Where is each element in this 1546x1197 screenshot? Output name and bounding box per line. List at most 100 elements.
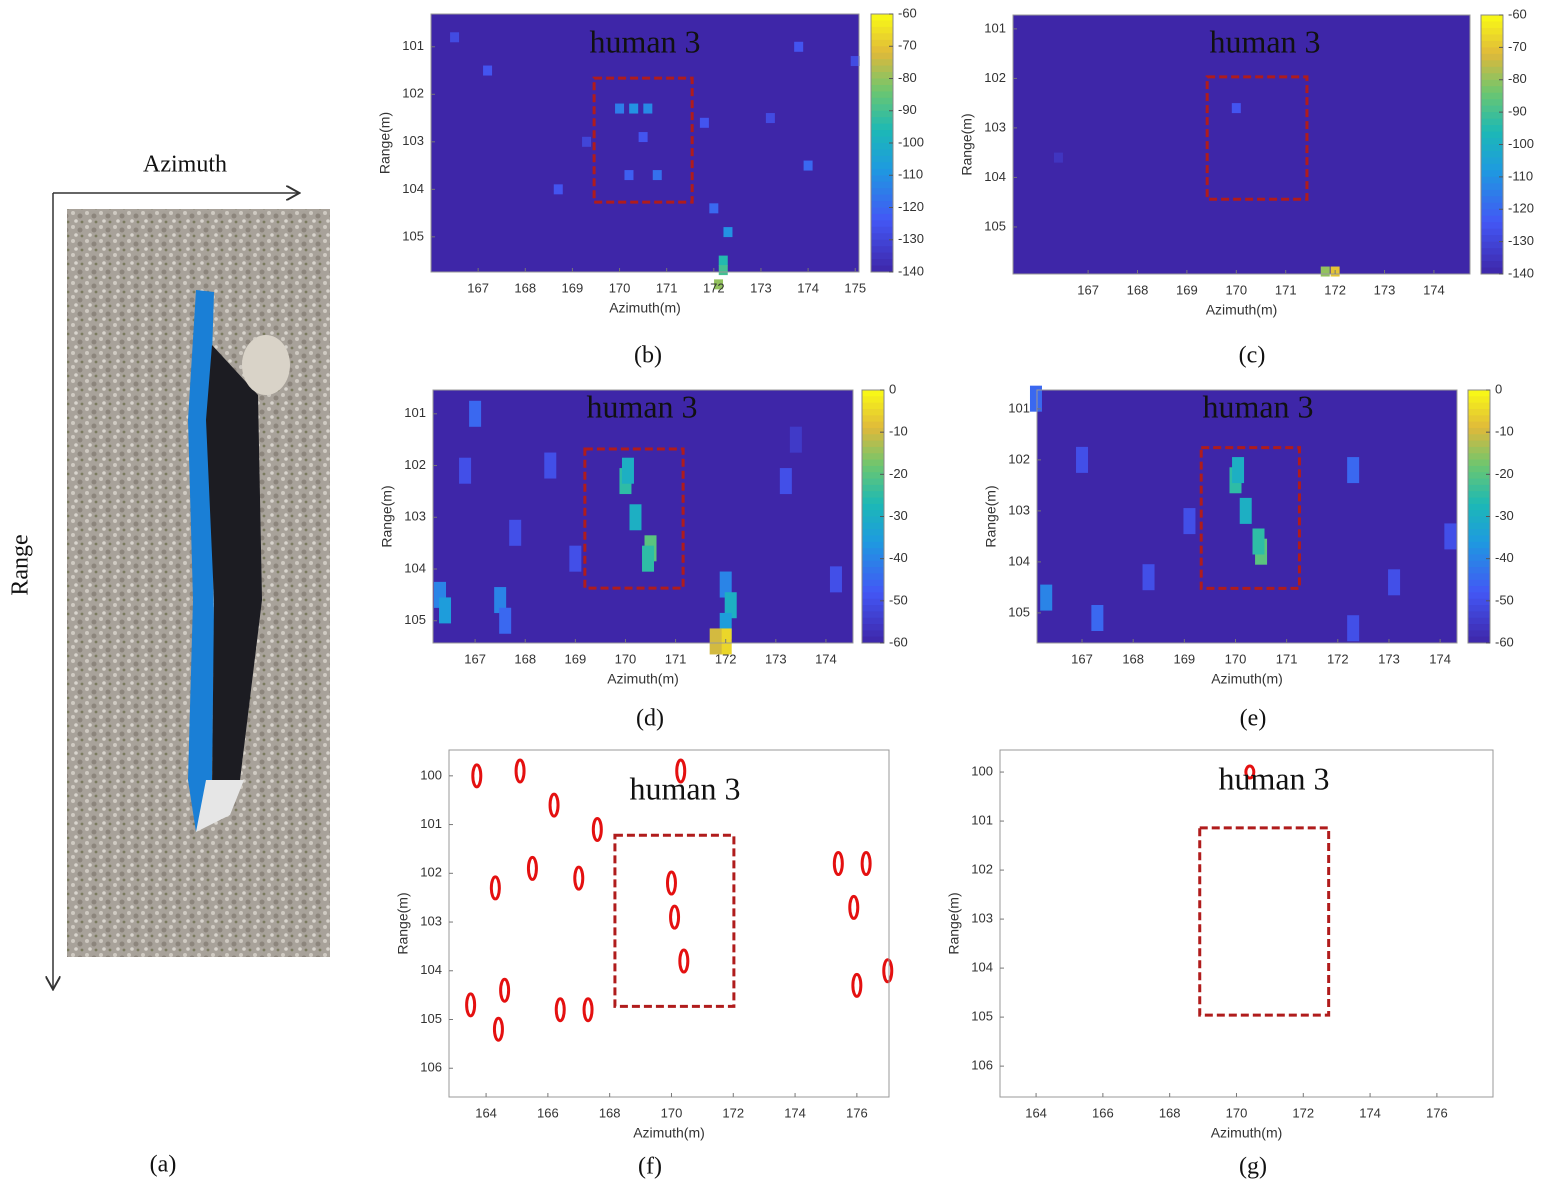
panel-label: (c): [1239, 343, 1266, 369]
colorbar-step: [862, 548, 884, 555]
colorbar-step: [1468, 415, 1490, 423]
colorbar-step: [1481, 150, 1503, 158]
colorbar-step: [871, 226, 893, 234]
colorbar-tick-label: -60: [1508, 6, 1527, 21]
highlight-box: [583, 447, 685, 590]
y-tick-label: 103: [404, 509, 426, 524]
heat-cell: [1029, 385, 1042, 412]
colorbar-step: [1468, 554, 1490, 562]
plot-frame: [1012, 14, 1471, 275]
photo-panel: Azimuth Range (a): [8, 152, 330, 1178]
x-tick-label: 172: [703, 280, 725, 295]
x-tick-label: 174: [815, 651, 837, 666]
colorbar-step: [862, 592, 884, 600]
colorbar-step: [862, 617, 884, 625]
panel-label: (a): [150, 1152, 177, 1178]
colorbar-step: [1481, 47, 1503, 55]
contour-blob: [665, 870, 677, 896]
plot-frame: [430, 13, 860, 273]
x-tick-label: 171: [656, 280, 678, 295]
colorbar-step: [871, 207, 893, 215]
y-tick-label: 105: [984, 218, 1006, 233]
colorbar-step: [862, 586, 884, 593]
colorbar-step: [1468, 624, 1490, 631]
contour-blob: [882, 958, 894, 984]
y-tick-label: 103: [971, 911, 993, 926]
plot-background: [1000, 750, 1493, 1097]
colorbar-tick-label: -130: [1508, 233, 1534, 248]
y-tick-label: 104: [402, 181, 424, 196]
annotation: human 3: [586, 388, 697, 424]
colorbar-step: [1481, 105, 1503, 113]
heat-cell: [1252, 528, 1265, 555]
colorbar-step: [1481, 189, 1503, 197]
plot-background: [449, 750, 889, 1097]
heat-cell: [850, 56, 860, 67]
chart-panel: -60 -70 -80 -90 -100 -110 -120 -130 -140 167 168 16…: [959, 6, 1534, 368]
annotation: human 3: [589, 23, 700, 59]
colorbar-step: [862, 484, 884, 492]
azimuth-label: Azimuth: [143, 152, 227, 178]
colorbar-step: [862, 529, 884, 536]
colorbar-step: [871, 136, 893, 144]
colorbar-step: [871, 188, 893, 196]
colorbar-step: [871, 97, 893, 105]
colorbar-step: [1468, 434, 1490, 442]
colorbar-step: [1468, 636, 1490, 644]
colorbar-tick-label: -90: [898, 102, 917, 117]
x-tick-label: 169: [562, 280, 584, 295]
colorbar-step: [1468, 510, 1490, 517]
colorbar-step: [1481, 215, 1503, 223]
colorbar-step: [1481, 138, 1503, 145]
plot-frame: [448, 749, 890, 1098]
y-tick-label: 102: [404, 457, 426, 472]
y-tick-label: 105: [402, 228, 424, 243]
heat-cell: [450, 32, 460, 43]
colorbar-step: [871, 52, 893, 60]
colorbar-tick-label: -30: [1495, 508, 1514, 523]
heat-cell: [794, 41, 804, 52]
colorbar-step: [862, 390, 884, 397]
colorbar-tick-label: -60: [889, 634, 908, 649]
colorbar-tick-label: -40: [1495, 550, 1514, 565]
colorbar-tick-label: -60: [898, 5, 917, 20]
heat-cell: [582, 136, 592, 147]
colorbar-step: [1468, 592, 1490, 600]
colorbar-step: [871, 33, 893, 41]
colorbar-step: [1468, 491, 1490, 499]
y-tick-label: 104: [404, 560, 426, 575]
person: [206, 345, 262, 790]
colorbar-tick-label: -30: [889, 508, 908, 523]
y-axis-label: Range(m): [983, 485, 999, 547]
y-axis-label: Range(m): [379, 485, 395, 547]
colorbar-tick-label: -40: [889, 550, 908, 565]
x-tick-label: 169: [564, 651, 586, 666]
colorbar-step: [862, 624, 884, 631]
colorbar-step: [871, 39, 893, 47]
colorbar-step: [1468, 586, 1490, 593]
colorbar-tick-label: -70: [1508, 39, 1527, 54]
contour-blob: [582, 997, 594, 1023]
y-tick-label: 102: [420, 865, 442, 880]
x-tick-label: 174: [784, 1105, 806, 1120]
colorbar-step: [862, 598, 884, 606]
contour-blob: [860, 851, 872, 877]
colorbar-step: [871, 78, 893, 86]
contour-blob: [669, 904, 681, 930]
colorbar-step: [871, 201, 893, 208]
colorbar-step: [862, 415, 884, 423]
colorbar-step: [871, 175, 893, 183]
heat-cell: [709, 628, 722, 655]
annotation: human 3: [629, 770, 740, 806]
y-tick-label: 100: [420, 767, 442, 782]
heat-cell: [1091, 605, 1104, 632]
colorbar-step: [871, 117, 893, 125]
colorbar-tick-label: -100: [1508, 136, 1534, 151]
heat-cell: [719, 571, 732, 598]
x-tick-label: 172: [1327, 651, 1349, 666]
colorbar-step: [871, 143, 893, 150]
contour-blob: [678, 948, 690, 974]
y-tick-label: 104: [971, 960, 993, 975]
chart-panel: 0 -10 -20 -30 -40 -50 -60 167 168 169 170 171 172 173…: [379, 381, 908, 731]
colorbar-step: [862, 478, 884, 486]
